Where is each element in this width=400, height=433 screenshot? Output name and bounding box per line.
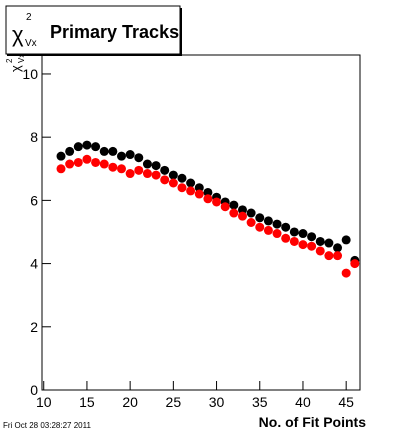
marker bbox=[160, 165, 170, 175]
marker bbox=[281, 222, 291, 232]
marker bbox=[315, 236, 325, 246]
marker bbox=[186, 186, 196, 196]
x-tick-label: 35 bbox=[252, 394, 268, 410]
marker bbox=[168, 170, 178, 180]
marker bbox=[91, 142, 101, 152]
x-label: No. of Fit Points bbox=[259, 414, 367, 430]
marker bbox=[289, 236, 299, 246]
marker bbox=[151, 170, 161, 180]
marker bbox=[56, 151, 66, 161]
title-shadow bbox=[180, 8, 182, 56]
y-tick-label: 2 bbox=[30, 319, 38, 335]
marker bbox=[65, 146, 75, 156]
marker bbox=[108, 162, 118, 172]
title-superscript: 2 bbox=[26, 12, 32, 23]
marker bbox=[91, 157, 101, 167]
marker bbox=[263, 216, 273, 226]
marker bbox=[73, 142, 83, 152]
title-symbol: χ bbox=[12, 22, 24, 47]
marker bbox=[117, 164, 126, 174]
marker bbox=[56, 164, 66, 174]
marker bbox=[142, 169, 152, 179]
x-tick-label: 10 bbox=[36, 394, 52, 410]
marker bbox=[108, 146, 118, 156]
marker bbox=[255, 222, 265, 232]
marker bbox=[186, 178, 196, 188]
title-subscript: Vx bbox=[25, 38, 37, 49]
marker bbox=[177, 183, 187, 193]
marker bbox=[134, 165, 144, 175]
marker bbox=[73, 157, 83, 167]
chart-title: Primary Tracks bbox=[50, 22, 179, 42]
marker bbox=[142, 159, 152, 169]
marker bbox=[203, 187, 213, 197]
marker bbox=[125, 150, 135, 160]
x-tick-label: 30 bbox=[209, 394, 225, 410]
marker bbox=[350, 259, 360, 269]
y-tick-label: 8 bbox=[30, 129, 38, 145]
marker bbox=[272, 219, 282, 229]
marker bbox=[134, 153, 144, 163]
y-tick-label: 0 bbox=[30, 382, 38, 398]
y-label-subscript: Vx bbox=[17, 54, 26, 63]
x-tick-label: 15 bbox=[79, 394, 95, 410]
marker bbox=[212, 197, 222, 207]
marker bbox=[237, 205, 247, 215]
x-tick-label: 20 bbox=[122, 394, 138, 410]
marker bbox=[298, 240, 308, 250]
plot-frame bbox=[41, 54, 361, 391]
x-tick-label: 45 bbox=[338, 394, 354, 410]
marker bbox=[125, 169, 135, 179]
marker bbox=[307, 241, 317, 251]
marker bbox=[263, 225, 273, 235]
y-tick-label: 10 bbox=[22, 66, 38, 82]
marker bbox=[203, 194, 213, 204]
y-label-symbol: χ bbox=[8, 65, 23, 72]
marker bbox=[237, 211, 247, 221]
marker bbox=[324, 238, 334, 248]
marker bbox=[246, 218, 256, 227]
marker bbox=[255, 213, 265, 223]
y-label: χ 2 Vx bbox=[5, 54, 26, 72]
marker bbox=[177, 173, 187, 183]
title-shadow bbox=[7, 54, 180, 56]
marker bbox=[65, 159, 75, 169]
marker bbox=[229, 200, 239, 210]
marker bbox=[99, 159, 109, 169]
marker bbox=[333, 251, 343, 261]
marker bbox=[151, 161, 161, 171]
marker bbox=[281, 233, 291, 243]
marker bbox=[341, 268, 351, 278]
y-tick-label: 4 bbox=[30, 256, 38, 272]
marker bbox=[82, 140, 92, 150]
marker bbox=[272, 229, 282, 239]
marker bbox=[220, 202, 230, 212]
marker bbox=[333, 243, 343, 253]
marker bbox=[194, 189, 204, 199]
marker bbox=[117, 151, 126, 161]
marker bbox=[324, 251, 334, 261]
marker bbox=[229, 208, 239, 218]
y-label-superscript: 2 bbox=[5, 58, 14, 63]
timestamp: Fri Oct 28 03:28:27 2011 bbox=[3, 421, 91, 430]
marker bbox=[160, 175, 170, 185]
marker bbox=[289, 227, 299, 237]
marker bbox=[194, 183, 204, 193]
marker bbox=[99, 146, 109, 156]
marker bbox=[298, 229, 308, 239]
y-tick-label: 6 bbox=[30, 192, 38, 208]
marker bbox=[168, 178, 178, 188]
x-tick-label: 40 bbox=[295, 394, 311, 410]
marker bbox=[82, 154, 92, 164]
marker bbox=[341, 235, 351, 245]
marker bbox=[307, 232, 317, 242]
marker bbox=[246, 208, 256, 218]
marker bbox=[315, 246, 325, 256]
x-tick-label: 25 bbox=[166, 394, 182, 410]
